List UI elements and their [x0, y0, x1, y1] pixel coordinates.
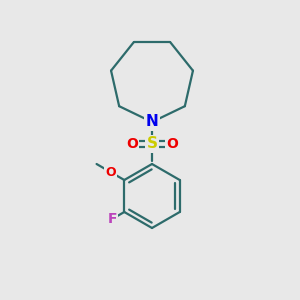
Text: N: N [146, 115, 158, 130]
Text: O: O [126, 137, 138, 151]
Text: O: O [166, 137, 178, 151]
Text: S: S [146, 136, 158, 152]
Text: O: O [105, 166, 116, 178]
Text: F: F [107, 212, 117, 226]
